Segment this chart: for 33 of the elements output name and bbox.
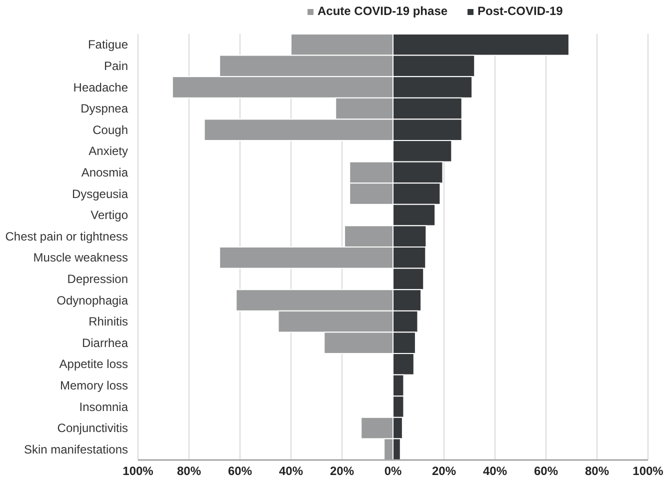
legend-label: Post-COVID-19 [478, 4, 564, 18]
y-tick-label: Skin manifestations [24, 442, 128, 456]
y-tick-label: Rhinitis [88, 314, 128, 329]
y-tick-label: Insomnia [79, 400, 128, 414]
x-tick-label: 80% [584, 464, 610, 478]
y-tick-label: Conjunctivitis [57, 421, 128, 436]
x-tick-label: 40% [482, 464, 508, 478]
y-tick-label: Chest pain or tightness [5, 229, 128, 244]
y-tick-label: Anxiety [88, 144, 128, 158]
y-tick-label: Diarrhea [82, 336, 128, 350]
x-tick-label: 100% [122, 464, 154, 478]
y-tick-label: Vertigo [90, 208, 128, 222]
x-tick-label: 0% [384, 464, 402, 478]
y-tick-label: Odynophagia [56, 293, 128, 308]
x-tick-label: 80% [176, 464, 202, 478]
y-tick-label: Fatigue [88, 38, 128, 52]
y-tick-label: Appetite loss [59, 357, 128, 372]
y-tick-label: Dyspnea [80, 102, 128, 116]
legend-label: Acute COVID-19 phase [318, 4, 448, 18]
x-tick-label: 20% [432, 464, 456, 478]
y-tick-label: Muscle weakness [33, 250, 128, 265]
y-tick-label: Memory loss [60, 378, 128, 392]
x-tick-label: 60% [228, 464, 252, 478]
x-tick-label: 60% [534, 464, 558, 478]
y-tick-label: Dysgeusia [72, 186, 128, 201]
y-tick-label: Pain [104, 58, 128, 73]
y-tick-label: Anosmia [81, 165, 128, 180]
y-tick-label: Cough [92, 122, 128, 137]
y-tick-label: Headache [73, 80, 128, 94]
y-tick-label: Depression [67, 272, 128, 286]
x-tick-label: 20% [330, 464, 354, 478]
x-tick-label: 100% [632, 464, 664, 478]
x-tick-label: 40% [278, 464, 304, 478]
